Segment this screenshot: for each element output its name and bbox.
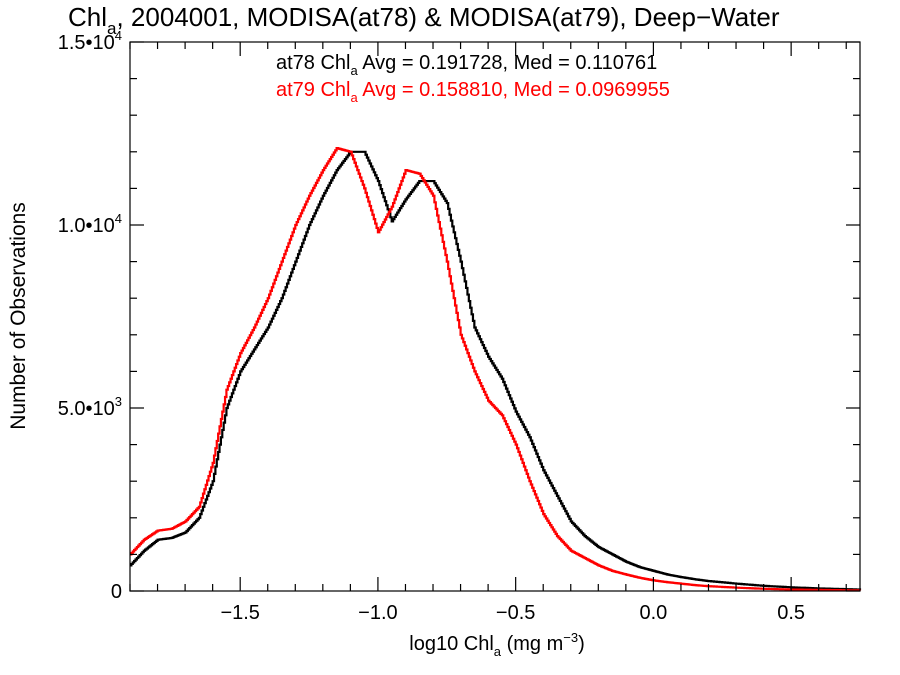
legend-entry-at78: at78 Chla Avg = 0.191728, Med = 0.110761: [276, 52, 657, 78]
legend-entry-at79: at79 Chla Avg = 0.158810, Med = 0.096995…: [276, 79, 670, 105]
x-tick-label: 0.5: [777, 602, 805, 624]
series-layer: [130, 147, 862, 592]
y-axis-label: Number of Observations: [7, 202, 30, 430]
chart-title: Chla, 2004001, MODISA(at78) & MODISA(at7…: [68, 2, 780, 38]
series-at78-line: [130, 150, 862, 591]
y-tick-label: 1.5•104: [58, 28, 122, 54]
x-tick-label: −1.5: [220, 602, 259, 624]
series-at79-line: [130, 147, 862, 592]
x-axis-label: log10 Chla (mg m−3): [409, 630, 584, 659]
plot-frame: [129, 41, 861, 592]
ticks-layer: −1.5 −1.0 −0.5 0.0 0.5 0 5.0•103 1.0•104 1.5•104: [58, 28, 860, 624]
legend: at78 Chla Avg = 0.191728, Med = 0.110761…: [276, 52, 670, 105]
y-tick-label: 5.0•103: [58, 394, 122, 420]
x-tick-label: −0.5: [496, 602, 535, 624]
y-tick-label: 0: [111, 581, 122, 603]
y-tick-label: 1.0•104: [58, 211, 122, 237]
x-tick-label: 0.0: [639, 602, 667, 624]
x-tick-label: −1.0: [358, 602, 397, 624]
